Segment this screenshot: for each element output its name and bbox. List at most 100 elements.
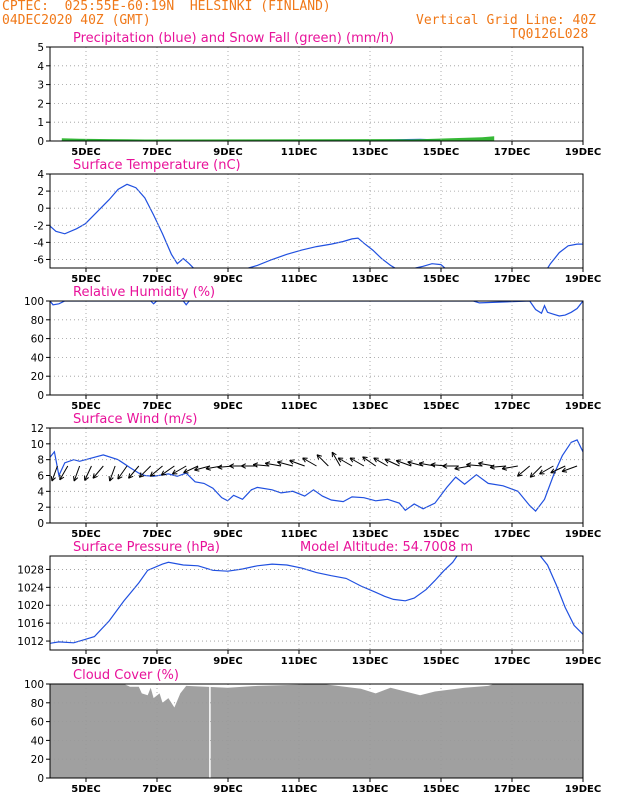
wind-arrow-head [149, 471, 156, 477]
wind-arrow [478, 462, 495, 467]
wind-arrow [490, 465, 507, 468]
pressure-line-0 [50, 556, 583, 644]
wind-arrow-head [373, 457, 379, 463]
wind-arrow-head [117, 474, 123, 480]
wind-arrow-head [331, 451, 337, 458]
wind-xtick-label: 5DEC [71, 529, 100, 540]
temp-ytick-label: 4 [37, 169, 44, 181]
wind-arrow-head [466, 462, 472, 468]
cloud-xtick-label: 17DEC [494, 784, 530, 795]
cloud-xtick-label: 7DEC [142, 784, 171, 795]
temp-ytick-label: 2 [37, 186, 44, 198]
wind-arrow-head [561, 467, 568, 473]
pressure-xtick-label: 15DEC [423, 656, 459, 667]
precip-xtick-label: 15DEC [423, 147, 459, 158]
cloud-area-0 [50, 684, 583, 778]
temp-title: Surface Temperature (nC) [73, 158, 241, 173]
temp-xtick-label: 17DEC [494, 274, 530, 285]
precip-xtick-label: 17DEC [494, 147, 530, 158]
wind-arrow-head [529, 472, 536, 478]
temp-xtick-label: 13DEC [352, 274, 388, 285]
wind-ytick-label: 0 [37, 518, 44, 530]
wind-arrow [253, 464, 270, 467]
wind-arrow-head [418, 461, 425, 467]
wind-xtick-label: 17DEC [494, 529, 530, 540]
rh-xtick-label: 11DEC [281, 401, 317, 412]
wind-xtick-label: 15DEC [423, 529, 459, 540]
precip-xtick-label: 13DEC [352, 147, 388, 158]
wind-arrow [265, 462, 282, 467]
precip-xtick-label: 7DEC [142, 147, 171, 158]
wind-arrow [128, 465, 140, 479]
wind-arrow-head [205, 465, 211, 471]
wind-arrow [302, 457, 317, 467]
wind-arrow [316, 454, 329, 467]
temp-xtick-label: 11DEC [281, 274, 317, 285]
rh-title: Relative Humidity (%) [73, 285, 215, 300]
wind-arrow [362, 456, 377, 467]
wind-arrow-head [108, 476, 114, 482]
wind-arrow-head [430, 462, 436, 468]
header-date: 04DEC2020 40Z (GMT) [2, 13, 151, 28]
wind-arrow-head [337, 457, 344, 463]
temp-xtick-label: 5DEC [71, 274, 100, 285]
cloud-xtick-label: 11DEC [281, 784, 317, 795]
rh-ytick-label: 100 [24, 296, 44, 308]
pressure-ytick-label: 1012 [17, 636, 44, 648]
wind-arrow [466, 464, 483, 467]
wind-arrow [454, 465, 471, 470]
wind-arrow [349, 457, 365, 467]
wind-arrow [331, 451, 341, 467]
wind-arrow [51, 465, 58, 482]
temp-xtick-label: 7DEC [142, 274, 171, 285]
rh-ytick-label: 20 [31, 371, 44, 383]
cloud-title: Cloud Cover (%) [73, 668, 179, 683]
wind-xtick-label: 13DEC [352, 529, 388, 540]
wind-arrow-head [194, 466, 200, 472]
rh-xtick-label: 7DEC [142, 401, 171, 412]
rh-xtick-label: 19DEC [565, 401, 601, 412]
wind-arrow [84, 465, 92, 481]
wind-arrow-head [395, 459, 402, 465]
pressure-xtick-label: 11DEC [281, 656, 317, 667]
wind-arrow [277, 461, 293, 467]
precip-ytick-label: 4 [37, 61, 44, 73]
pressure-xtick-label: 19DEC [565, 656, 601, 667]
pressure-xtick-label: 13DEC [352, 656, 388, 667]
wind-arrow-head [252, 462, 259, 468]
wind-arrow-head [59, 474, 65, 481]
wind-arrow [502, 465, 518, 470]
wind-arrow [160, 465, 175, 476]
wind-arrow-head [362, 456, 368, 462]
wind-arrow-head [478, 461, 484, 467]
pressure-xtick-label: 9DEC [213, 656, 242, 667]
wind-ytick-label: 8 [37, 455, 44, 467]
header-model-code: TQ0126L028 [510, 27, 589, 42]
wind-arrow [172, 465, 187, 475]
wind-arrow [109, 465, 116, 482]
wind-arrow-head [454, 465, 460, 471]
wind-arrow [289, 460, 305, 467]
precip-frame [49, 46, 584, 142]
wind-arrow-head [73, 476, 79, 482]
rh-ytick-label: 60 [31, 334, 44, 346]
wind-arrow-head [50, 476, 56, 482]
pressure-ytick-label: 1016 [17, 618, 44, 630]
pressure-ytick-label: 1020 [17, 600, 44, 612]
wind-arrow [539, 465, 554, 475]
wind-arrow-head [183, 468, 189, 474]
pressure-title: Surface Pressure (hPa) [73, 540, 220, 555]
wind-arrow [73, 465, 81, 482]
cloud-ytick-label: 80 [31, 698, 44, 710]
temp-xtick-label: 15DEC [423, 274, 459, 285]
wind-frame [49, 427, 584, 524]
wind-arrow-head [160, 470, 167, 476]
wind-ytick-label: 6 [37, 471, 44, 483]
wind-arrow-head [316, 454, 322, 460]
temp-xtick-label: 19DEC [565, 274, 601, 285]
rh-ytick-label: 0 [37, 390, 44, 402]
wind-title: Surface Wind (m/s) [73, 412, 197, 427]
wind-arrow [194, 465, 211, 471]
temp-ytick-label: -2 [34, 220, 44, 232]
rh-plot [50, 301, 583, 317]
